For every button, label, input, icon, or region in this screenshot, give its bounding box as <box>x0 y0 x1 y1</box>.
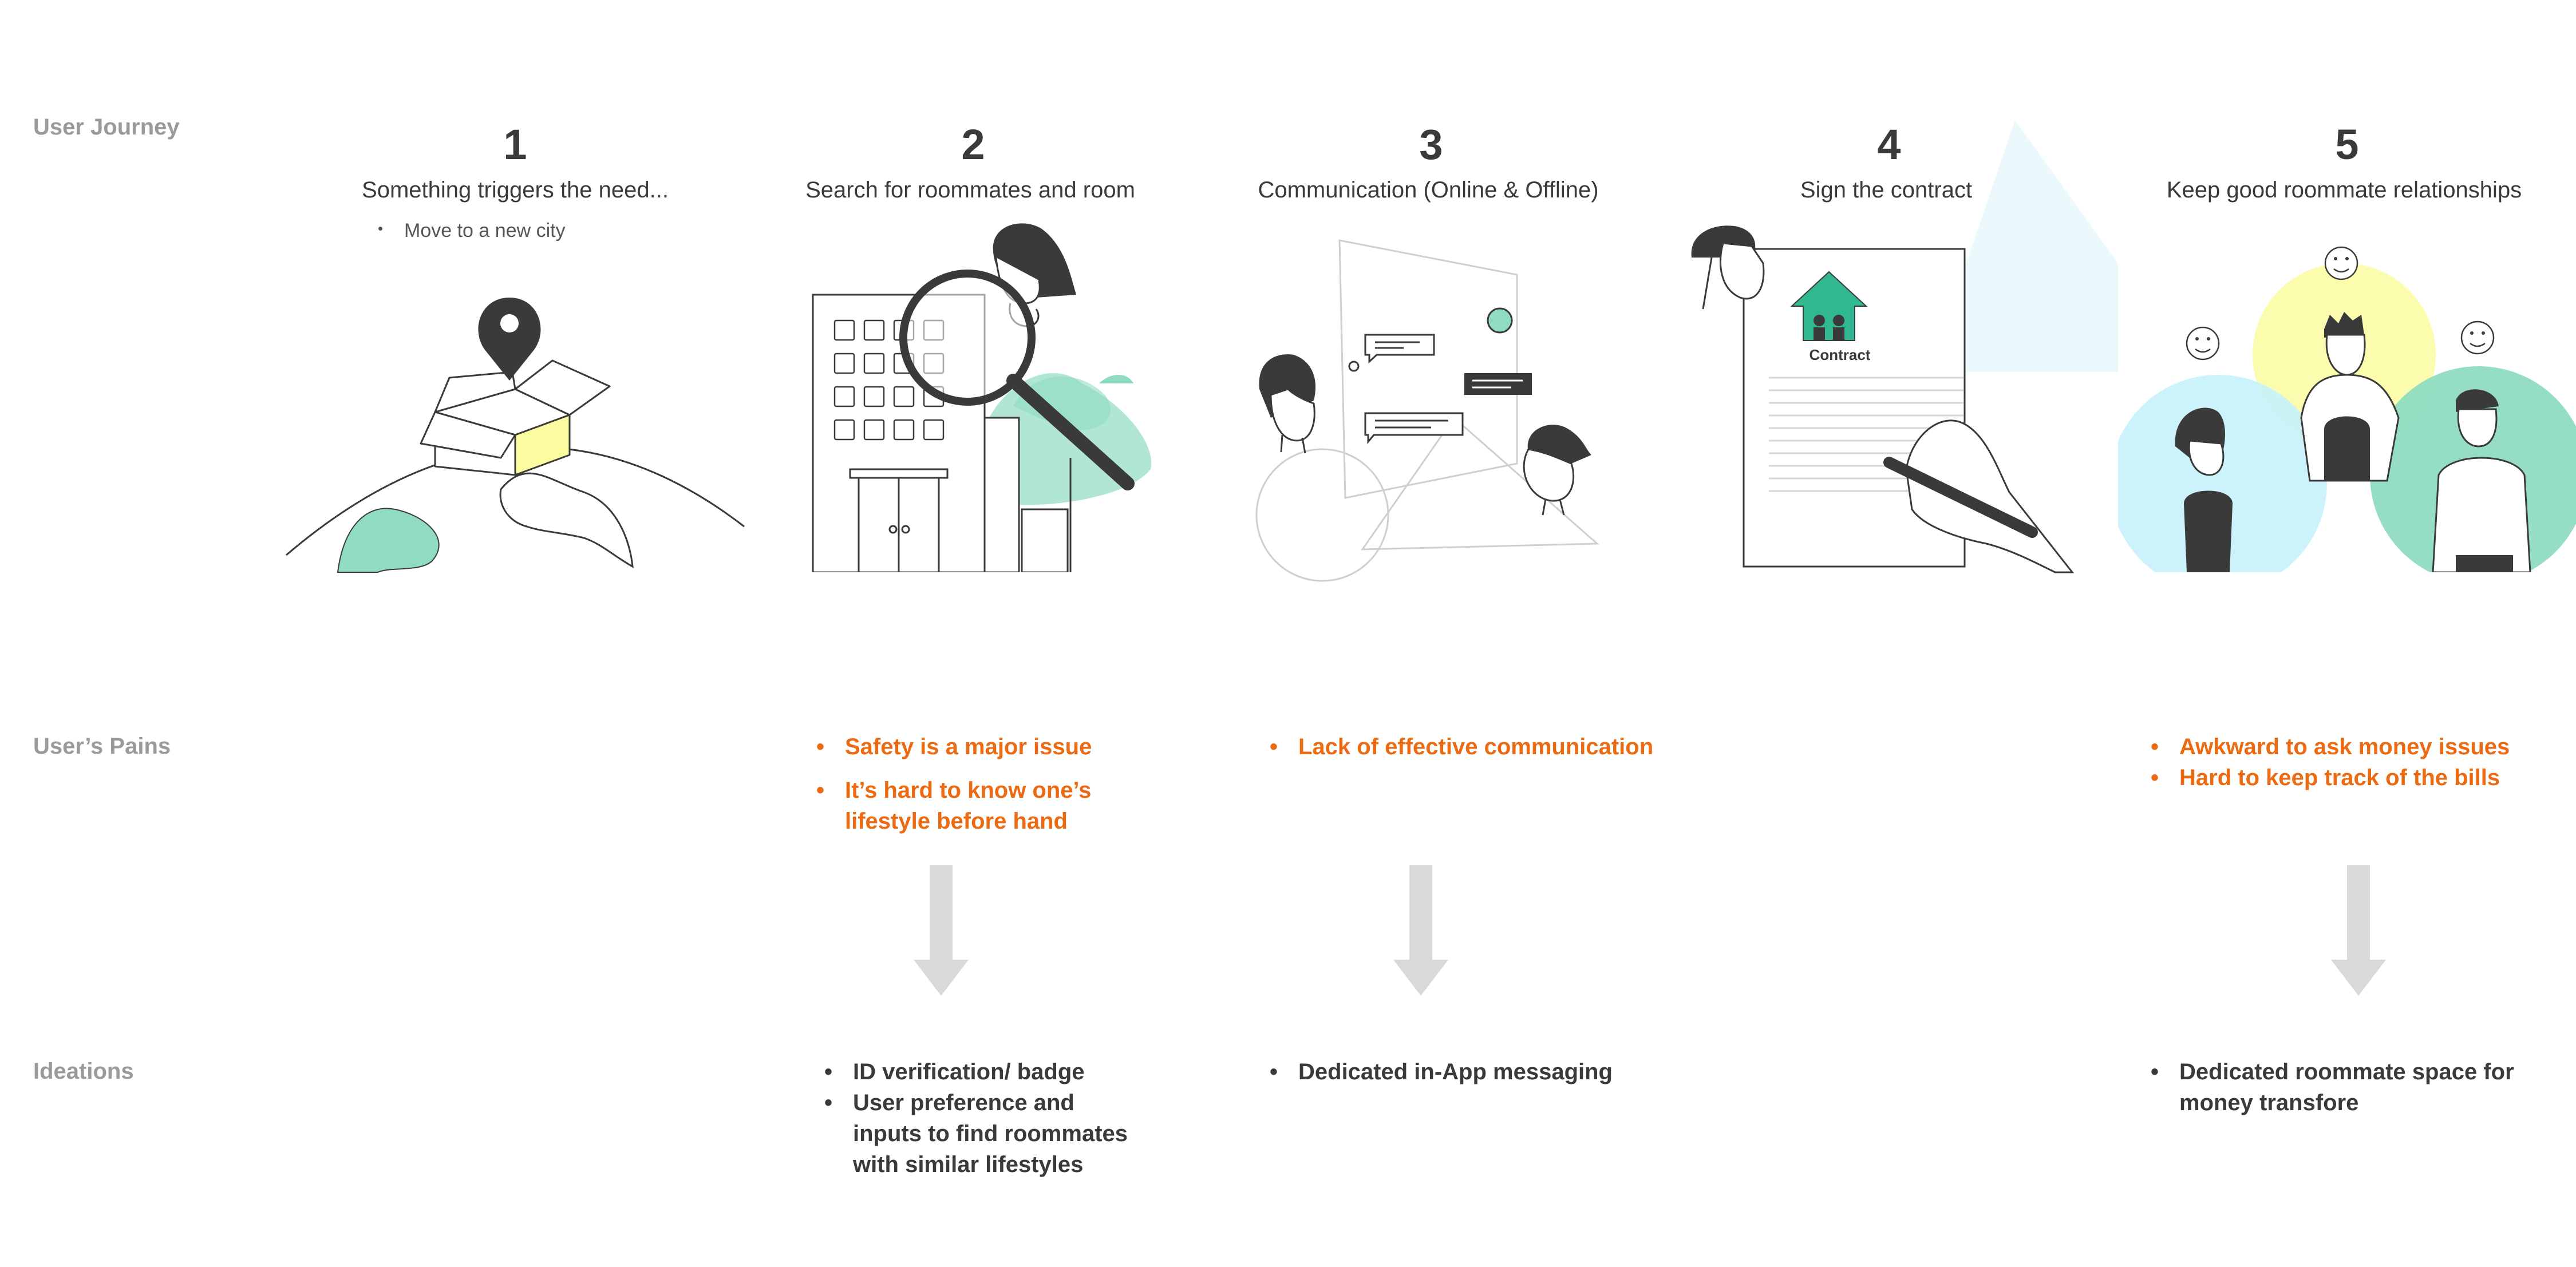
roommates-relationship-illustration <box>2118 246 2576 572</box>
pain-item: Safety is a major issue <box>816 731 1092 762</box>
idea-item-line: inputs to find roommates <box>853 1121 1128 1146</box>
step-1-title: Something triggers the need... <box>362 177 669 203</box>
ideations-step-5-list: Dedicated roommate space for money transf… <box>2151 1056 2514 1118</box>
step-5-number: 5 <box>2335 121 2359 168</box>
down-arrow-icon <box>2331 865 2386 996</box>
pain-item: Awkward to ask money issues <box>2151 731 2510 762</box>
pain-item: Lack of effective communication <box>1270 731 1653 762</box>
idea-item: Dedicated roommate space for money transf… <box>2151 1056 2514 1118</box>
idea-item: Dedicated in-App messaging <box>1270 1056 1613 1087</box>
step-2-number: 2 <box>961 121 985 168</box>
pains-step-5-list: Awkward to ask money issues Hard to keep… <box>2151 731 2510 793</box>
communication-chat-illustration <box>1255 239 1599 582</box>
step-2-title: Search for roommates and room <box>805 177 1135 203</box>
idea-item: User preference and inputs to find roomma… <box>824 1087 1128 1180</box>
step-3-title: Communication (Online & Offline) <box>1258 177 1599 203</box>
idea-item-line: Dedicated roommate space for <box>2179 1059 2514 1084</box>
pain-item-line: lifestyle before hand <box>845 809 1068 834</box>
down-arrow-icon <box>914 865 969 996</box>
ideations-step-3-list: Dedicated in-App messaging <box>1270 1056 1613 1087</box>
ideations-step-2-list: ID verification/ badge User preference a… <box>824 1056 1128 1180</box>
pain-item: Hard to keep track of the bills <box>2151 762 2510 793</box>
idea-item-line: money transfore <box>2179 1090 2359 1115</box>
step-1-bullet: Move to a new city <box>378 220 565 242</box>
search-building-magnifier-illustration <box>812 223 1152 572</box>
step-1-number: 1 <box>503 121 527 168</box>
pains-step-2-list: Safety is a major issue It’s hard to kno… <box>816 731 1092 837</box>
idea-item: ID verification/ badge <box>824 1056 1128 1087</box>
step-4-title: Sign the contract <box>1800 177 1973 203</box>
pain-item: It’s hard to know one’s lifestyle before … <box>816 775 1092 837</box>
pains-step-3-list: Lack of effective communication <box>1270 731 1653 762</box>
pain-item-line: It’s hard to know one’s <box>845 778 1092 803</box>
step-5-title: Keep good roommate relationships <box>2166 177 2522 203</box>
row-label-user-journey: User Journey <box>33 114 180 140</box>
idea-item-line: with similar lifestyles <box>853 1152 1084 1177</box>
moving-box-globe-illustration <box>286 298 745 573</box>
row-label-users-pains: User’s Pains <box>33 734 171 759</box>
contract-signing-illustration: Contract <box>1691 120 2118 573</box>
row-label-ideations: Ideations <box>33 1059 134 1084</box>
step-4-number: 4 <box>1877 121 1901 168</box>
idea-item-line: User preference and <box>853 1090 1074 1115</box>
step-3-number: 3 <box>1419 121 1443 168</box>
down-arrow-icon <box>1393 865 1448 996</box>
contract-label: Contract <box>1809 346 1871 363</box>
